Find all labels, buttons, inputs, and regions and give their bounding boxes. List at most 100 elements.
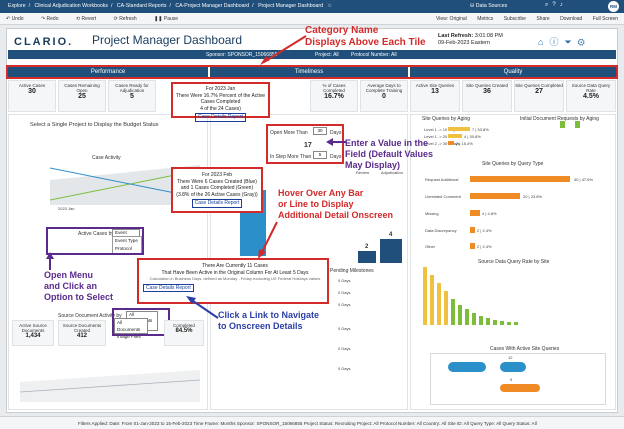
share-button[interactable]: Share — [536, 16, 550, 22]
info-icon[interactable]: ⓘ — [549, 37, 565, 47]
site-rate-bar[interactable] — [493, 320, 497, 325]
tile-avg-days[interactable]: Average Days to Complete Training 0 — [360, 80, 408, 112]
data-sources-label: Data Sources — [475, 3, 508, 9]
data-sources-link[interactable]: ⛁ Data Sources — [470, 3, 508, 9]
tile-cases-remaining[interactable]: Cases Remaining Open 25 — [58, 80, 106, 112]
tile-site-queries-completed[interactable]: Site Queries Completed 27 — [514, 80, 564, 112]
undo-button[interactable]: ↶ Undo — [6, 16, 24, 22]
aging-bar[interactable] — [448, 134, 462, 138]
site-rate-bar[interactable] — [472, 313, 476, 325]
tile-active-site-queries[interactable]: Active Site Queries 13 — [410, 80, 460, 112]
callout-line: There Were 16.7% Percent of the Active C… — [175, 92, 266, 106]
option-event-type[interactable]: Event Type — [115, 238, 138, 243]
case-details-link[interactable]: Case Details Report — [195, 113, 246, 122]
aging-row-label: Level 2 -> 30+ Days — [424, 141, 460, 146]
site-rate-bar[interactable] — [458, 305, 462, 325]
open-days-input[interactable]: 30 — [313, 127, 327, 135]
site-bubble[interactable] — [500, 384, 540, 392]
tile-label: Cases Ready for Adjudication — [115, 83, 149, 93]
star-icon[interactable]: ☆ — [327, 3, 333, 9]
col-adjudication: Adjudication — [381, 170, 403, 175]
download-button[interactable]: Download — [560, 16, 583, 22]
site-rate-bar[interactable] — [500, 321, 504, 325]
bar-review[interactable] — [358, 251, 376, 263]
sponsor-bar: Sponsor: SPONSOR_15066855 Project: All P… — [8, 50, 616, 59]
case-details-link[interactable]: Case Details Report — [191, 199, 243, 208]
initial-requests-title: Initial Document Requests by Aging — [520, 116, 599, 122]
breadcrumb-workbooks[interactable]: Clinical Adjudication Workbooks — [34, 3, 108, 9]
site-rate-bar[interactable] — [437, 283, 441, 325]
sites-with-queries-title: Cases With Active Site Queries — [490, 346, 560, 352]
source-doc-chart[interactable] — [20, 352, 200, 402]
tile-active-source-docs[interactable]: Active Source Documents 1,434 — [12, 320, 54, 346]
filter-icon[interactable]: ⏷ — [564, 37, 578, 47]
site-rate-bar[interactable] — [465, 309, 469, 325]
callout-line: That Have Been Active in the Original Co… — [161, 269, 309, 276]
option-protocol[interactable]: Protocol — [115, 246, 132, 251]
site-rate-bar[interactable] — [486, 318, 490, 325]
site-rate-bar[interactable] — [430, 275, 434, 325]
site-rate-bar[interactable] — [423, 267, 427, 325]
source-doc-by-label: Source Document Activity by — [58, 313, 122, 319]
page-title: Project Manager Dashboard — [92, 33, 243, 47]
site-bubble[interactable] — [500, 362, 526, 372]
avatar[interactable]: RM — [608, 1, 619, 12]
rate-by-site-chart[interactable] — [420, 265, 610, 325]
last-refresh: Last Refresh: 3:01:08 PM 09-Feb-2023 Eas… — [438, 33, 503, 47]
callout-jan: For 2023 Jan There Were 16.7% Percent of… — [171, 82, 270, 122]
initial-request-bar[interactable] — [560, 121, 565, 128]
bubble-value: 9 — [510, 377, 513, 382]
metrics-button[interactable]: Metrics — [477, 16, 494, 22]
initial-request-bar[interactable] — [575, 121, 580, 128]
notifications-icon[interactable]: ♪ — [559, 2, 567, 8]
site-rate-bar[interactable] — [479, 316, 483, 325]
redo-button[interactable]: ↷ Redo — [40, 16, 59, 22]
breadcrumb-standard-reports[interactable]: CA-Standard Reports — [116, 3, 167, 9]
site-bubble[interactable] — [448, 362, 486, 372]
aging-bar[interactable] — [448, 127, 470, 131]
type-bar-missing[interactable] — [470, 210, 480, 216]
tile-cases-ready[interactable]: Cases Ready for Adjudication 5 — [108, 80, 156, 112]
tile-label: Site Queries Completed — [515, 83, 563, 88]
step-days-input[interactable]: 5 — [313, 151, 327, 159]
breadcrumb-pm-dashboard[interactable]: CA-Project Manager Dashboard — [175, 3, 250, 9]
pause-button[interactable]: ❚❚ Pause — [154, 16, 179, 22]
tile-source-docs-completed[interactable]: Completed 84.5% — [164, 320, 204, 346]
bar-label-2: 2 — [365, 244, 369, 250]
type-bar-other[interactable] — [470, 243, 475, 249]
site-rate-bar[interactable] — [444, 291, 448, 325]
type-bar-request-additional[interactable] — [470, 176, 570, 182]
source-doc-line[interactable] — [20, 379, 200, 393]
site-rate-bar[interactable] — [451, 299, 455, 325]
bubble-value: 12 — [508, 355, 513, 360]
refresh-button[interactable]: ⟳ Refresh — [113, 16, 137, 22]
last-refresh-label: Last Refresh: — [438, 33, 474, 39]
full-screen-button[interactable]: Full Screen — [592, 16, 618, 22]
tile-site-queries-created[interactable]: Site Queries Created 36 — [462, 80, 512, 112]
budget-status-title: Select a Single Project to Display the B… — [30, 122, 159, 128]
settings-icon[interactable]: ⚙ — [577, 37, 591, 47]
tile-label: Source Data Query Rate — [571, 83, 611, 93]
bar-adjudication[interactable] — [380, 239, 402, 263]
type-bar-discrepancy[interactable] — [470, 227, 475, 233]
subscribe-button[interactable]: Subscribe — [503, 16, 526, 22]
breadcrumb-explore[interactable]: Explore — [8, 3, 26, 9]
help-icon[interactable]: ? — [552, 2, 560, 8]
case-details-link[interactable]: Case Details Report — [143, 283, 194, 292]
type-bar-unrelated[interactable] — [470, 193, 520, 199]
annotation-category: Category Name Displays Above Each Tile — [305, 25, 426, 48]
active-cases-by-label: Active Cases by — [78, 231, 114, 237]
tile-query-rate[interactable]: Source Data Query Rate 4.5% — [566, 80, 616, 112]
tile-pct-completed[interactable]: % of Cases Completed 16.7% — [310, 80, 358, 112]
revert-button[interactable]: ⟲ Revert — [75, 16, 97, 22]
tile-active-cases[interactable]: Active Cases 30 — [8, 80, 56, 112]
site-rate-bar[interactable] — [514, 322, 518, 325]
aging-bar[interactable] — [448, 141, 454, 145]
tile-source-docs-created[interactable]: Source Documents Created 412 — [58, 320, 106, 346]
option-all-documents[interactable]: All Documents — [117, 320, 141, 332]
search-icon[interactable]: ⌕ — [545, 2, 553, 8]
site-rate-bar[interactable] — [507, 322, 511, 325]
option-image-files[interactable]: Image Files — [117, 334, 141, 339]
view-original-button[interactable]: View: Original — [436, 16, 467, 22]
home-icon[interactable]: ⌂ — [538, 37, 550, 47]
